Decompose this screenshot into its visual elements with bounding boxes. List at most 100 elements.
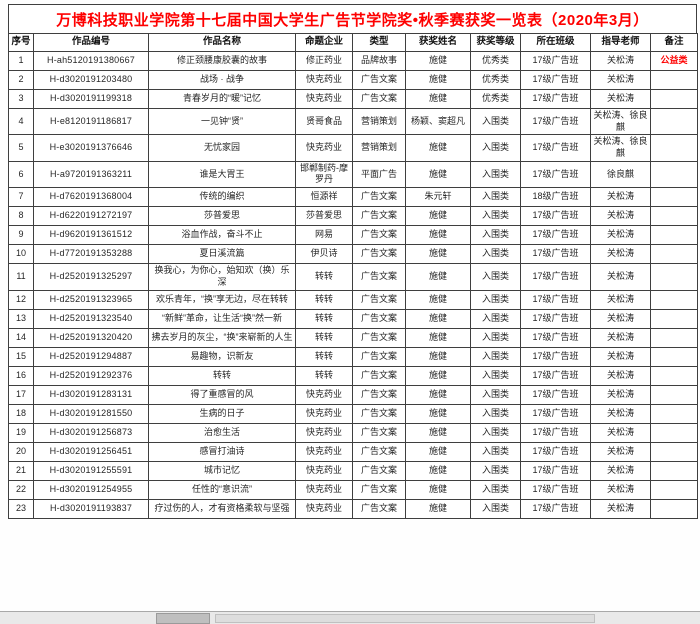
cell-winner: 朱元轩 bbox=[405, 187, 471, 208]
cell-type: 营销策划 bbox=[352, 107, 406, 136]
cell-class: 17级广告班 bbox=[520, 479, 591, 500]
cell-teacher: 关松涛 bbox=[590, 365, 651, 386]
cell-class: 17级广告班 bbox=[520, 70, 591, 90]
cell-winner: 施健 bbox=[405, 225, 471, 246]
table-row: 22 H-d3020191254955 任性的“意识流” 快克药业 广告文案 施健 入围类 1… bbox=[8, 479, 698, 500]
cell-class: 17级广告班 bbox=[520, 244, 591, 265]
cell-winner: 施健 bbox=[405, 51, 471, 71]
cell-type: 广告文案 bbox=[352, 89, 406, 109]
table-row: 2 H-d3020191203480 战场 · 战争 快克药业 广告文案 施健 优秀类 17级… bbox=[8, 70, 698, 90]
cell-grade: 入围类 bbox=[470, 289, 521, 310]
table-row: 16 H-d2520191292376 转转 转转 广告文案 施健 入围类 17级广告班 关松涛 bbox=[8, 365, 698, 386]
cell-title: 浴血作战，奋斗不止 bbox=[148, 225, 296, 246]
cell-class: 17级广告班 bbox=[520, 327, 591, 348]
cell-note bbox=[650, 403, 698, 424]
cell-type: 广告文案 bbox=[352, 422, 406, 443]
cell-teacher: 关松涛 bbox=[590, 346, 651, 367]
cell-id: H-d3020191255591 bbox=[33, 460, 149, 481]
cell-no: 6 bbox=[8, 160, 34, 189]
header-class: 所在班级 bbox=[520, 33, 591, 52]
page-title: 万博科技职业学院第十七届中国大学生广告节学院奖•秋季赛获奖一览表（2020年3月… bbox=[8, 4, 697, 34]
cell-company: 快克药业 bbox=[295, 89, 353, 109]
cell-winner: 施健 bbox=[405, 479, 471, 500]
cell-grade: 入围类 bbox=[470, 187, 521, 208]
cell-title: 修正颈腰康胶囊的故事 bbox=[148, 51, 296, 71]
cell-no: 8 bbox=[8, 206, 34, 227]
cell-title: 传统的编织 bbox=[148, 187, 296, 208]
table-body: 1 H-ah5120191380667 修正颈腰康胶囊的故事 修正药业 品牌故事 施健 优秀… bbox=[8, 51, 698, 519]
table-row: 21 H-d3020191255591 城市记忆 快克药业 广告文案 施健 入围类 17级广告… bbox=[8, 460, 698, 481]
cell-grade: 入围类 bbox=[470, 160, 521, 189]
horizontal-scrollbar[interactable] bbox=[215, 614, 595, 623]
cell-class: 17级广告班 bbox=[520, 263, 591, 291]
awards-table-container: 万博科技职业学院第十七届中国大学生广告节学院奖•秋季赛获奖一览表（2020年3月… bbox=[8, 4, 698, 519]
cell-company: 转转 bbox=[295, 263, 353, 291]
cell-company: 转转 bbox=[295, 365, 353, 386]
cell-no: 22 bbox=[8, 479, 34, 500]
header-note: 备注 bbox=[650, 33, 698, 52]
cell-grade: 入围类 bbox=[470, 365, 521, 386]
cell-title: 转转 bbox=[148, 365, 296, 386]
cell-company: 转转 bbox=[295, 289, 353, 310]
cell-no: 15 bbox=[8, 346, 34, 367]
cell-title: 易趣物，识新友 bbox=[148, 346, 296, 367]
cell-type: 广告文案 bbox=[352, 308, 406, 329]
cell-type: 广告文案 bbox=[352, 346, 406, 367]
cell-winner: 施健 bbox=[405, 346, 471, 367]
cell-company: 快克药业 bbox=[295, 403, 353, 424]
cell-id: H-ah5120191380667 bbox=[33, 51, 149, 71]
table-row: 1 H-ah5120191380667 修正颈腰康胶囊的故事 修正药业 品牌故事 施健 优秀… bbox=[8, 51, 698, 71]
cell-no: 3 bbox=[8, 89, 34, 109]
cell-company: 贤哥食品 bbox=[295, 107, 353, 136]
header-winner: 获奖姓名 bbox=[405, 33, 471, 52]
cell-winner: 杨颖、窦超凡 bbox=[405, 107, 471, 136]
cell-class: 17级广告班 bbox=[520, 160, 591, 189]
cell-no: 10 bbox=[8, 244, 34, 265]
cell-company: 莎普爱思 bbox=[295, 206, 353, 227]
cell-id: H-d3020191256873 bbox=[33, 422, 149, 443]
cell-winner: 施健 bbox=[405, 89, 471, 109]
cell-title: 夏日溪流篇 bbox=[148, 244, 296, 265]
cell-title: 换我心，为你心，始知欢（换）乐深 bbox=[148, 263, 296, 291]
cell-no: 19 bbox=[8, 422, 34, 443]
table-row: 19 H-d3020191256873 治愈生活 快克药业 广告文案 施健 入围类 17级广告… bbox=[8, 422, 698, 443]
cell-title: 欢乐青年，“换”享无边，尽在转转 bbox=[148, 289, 296, 310]
cell-grade: 优秀类 bbox=[470, 89, 521, 109]
cell-note bbox=[650, 498, 698, 519]
cell-id: H-d2520191323965 bbox=[33, 289, 149, 310]
cell-no: 7 bbox=[8, 187, 34, 208]
cell-class: 17级广告班 bbox=[520, 289, 591, 310]
header-no: 序号 bbox=[8, 33, 34, 52]
cell-note bbox=[650, 308, 698, 329]
cell-type: 广告文案 bbox=[352, 244, 406, 265]
cell-company: 转转 bbox=[295, 327, 353, 348]
cell-winner: 施健 bbox=[405, 308, 471, 329]
cell-no: 20 bbox=[8, 441, 34, 462]
header-id: 作品编号 bbox=[33, 33, 149, 52]
cell-teacher: 关松涛 bbox=[590, 187, 651, 208]
sheet-tab[interactable] bbox=[156, 613, 210, 624]
cell-id: H-d7620191368004 bbox=[33, 187, 149, 208]
table-row: 12 H-d2520191323965 欢乐青年，“换”享无边，尽在转转 转转 广告文案… bbox=[8, 289, 698, 310]
cell-teacher: 关松涛 bbox=[590, 70, 651, 90]
cell-teacher: 关松涛 bbox=[590, 403, 651, 424]
cell-class: 17级广告班 bbox=[520, 422, 591, 443]
cell-note bbox=[650, 263, 698, 291]
cell-id: H-d2520191292376 bbox=[33, 365, 149, 386]
cell-company: 快克药业 bbox=[295, 70, 353, 90]
cell-type: 营销策划 bbox=[352, 134, 406, 162]
cell-id: H-d3020191254955 bbox=[33, 479, 149, 500]
cell-teacher: 关松涛 bbox=[590, 498, 651, 519]
cell-type: 广告文案 bbox=[352, 327, 406, 348]
cell-type: 广告文案 bbox=[352, 498, 406, 519]
cell-class: 17级广告班 bbox=[520, 89, 591, 109]
cell-title: “新鲜”革命，让生活“换”然一新 bbox=[148, 308, 296, 329]
table-row: 15 H-d2520191294887 易趣物，识新友 转转 广告文案 施健 入围类 17级广… bbox=[8, 346, 698, 367]
cell-id: H-d3020191193837 bbox=[33, 498, 149, 519]
cell-type: 广告文案 bbox=[352, 365, 406, 386]
cell-company: 快克药业 bbox=[295, 498, 353, 519]
cell-note bbox=[650, 460, 698, 481]
cell-no: 1 bbox=[8, 51, 34, 71]
cell-winner: 施健 bbox=[405, 160, 471, 189]
cell-company: 恒源祥 bbox=[295, 187, 353, 208]
